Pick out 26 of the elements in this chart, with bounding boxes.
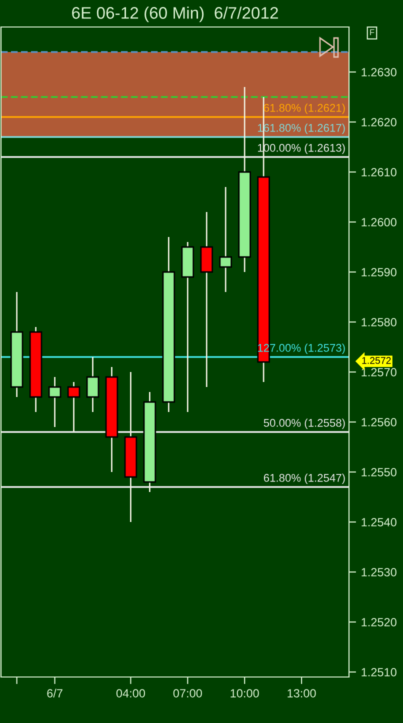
y-tick-label: 1.2610 (362, 168, 396, 176)
y-tick-label: 1.2550 (362, 468, 396, 476)
x-tick-label: 10:00 (230, 689, 259, 698)
y-tick-label: 1.2540 (362, 518, 396, 526)
y-tick-label: 1.2530 (362, 568, 396, 576)
x-tick-label: 07:00 (173, 689, 202, 698)
y-tick-label: 1.2600 (362, 218, 396, 226)
y-tick-label: 1.2560 (362, 418, 396, 426)
y-tick-label: 1.2630 (362, 68, 396, 76)
candlestick (48, 376, 62, 428)
x-tick-label: 13:00 (288, 689, 316, 698)
ref-line-label: 50.00% (1.2558) (264, 418, 345, 429)
chart-title: 6E 06-12 (60 Min) 6/7/2012 (72, 6, 278, 22)
y-tick-label: 1.2620 (362, 118, 396, 126)
ref-line-label: 61.80% (1.2547) (264, 474, 345, 484)
text: F (370, 29, 374, 36)
candlestick (219, 186, 232, 293)
y-tick-label: 1.2570 (362, 368, 396, 376)
x-tick-label: 6/7 (47, 688, 62, 698)
candlestick (86, 356, 100, 413)
x-tick-label: 04:00 (116, 689, 146, 698)
y-tick-label: 1.2510 (362, 668, 396, 676)
text: 1.2572 (362, 357, 391, 364)
y-tick-label: 1.2580 (362, 318, 396, 326)
y-tick-label: 1.2590 (362, 268, 396, 276)
y-tick-label: 1.2520 (362, 618, 396, 626)
